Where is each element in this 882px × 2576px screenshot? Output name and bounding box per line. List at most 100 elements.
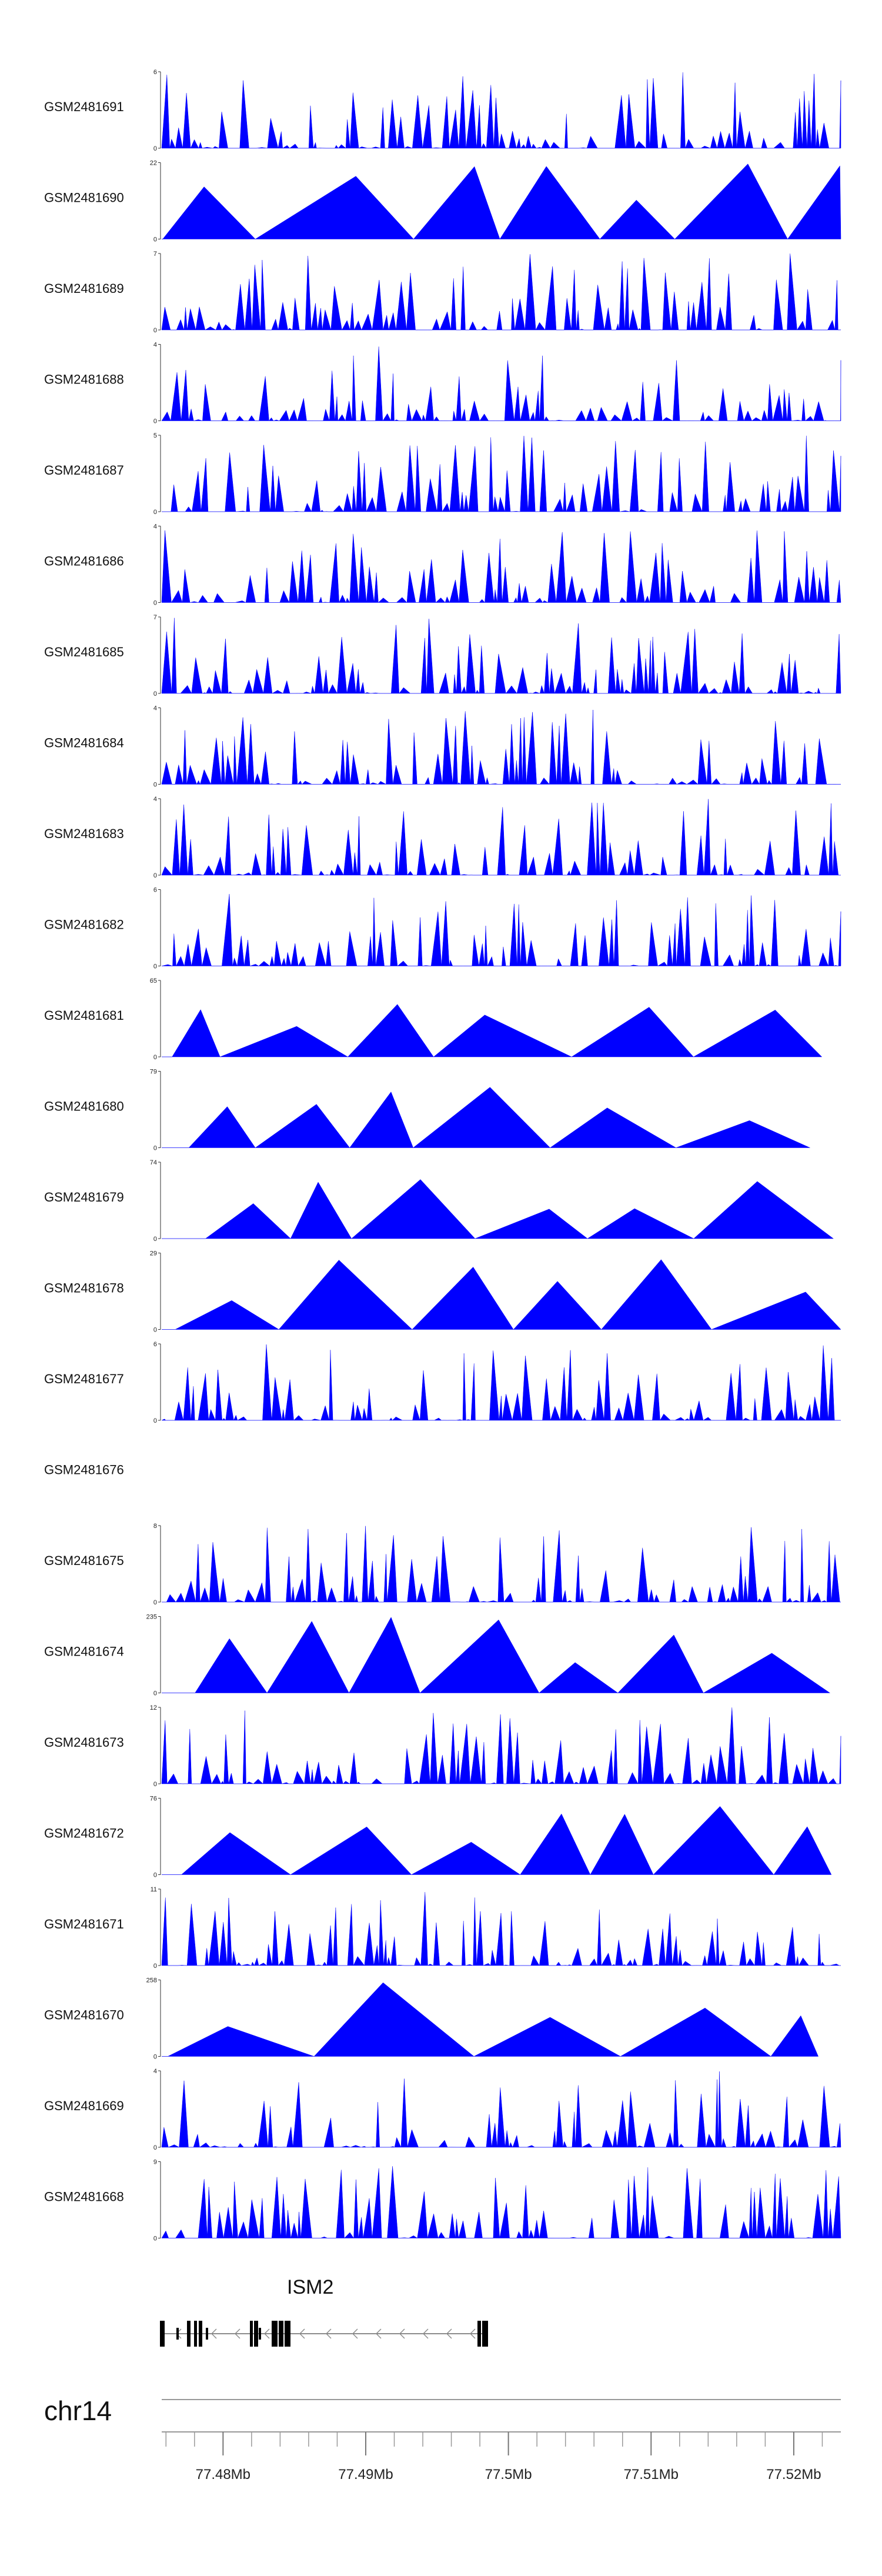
track-label: GSM2481671 [44,1917,124,1931]
y-min-label: 0 [153,1145,157,1152]
coverage-area [161,1344,841,1421]
coverage-area [162,163,841,240]
track-GSM2481691: GSM2481691 6 0 [44,69,841,152]
y-max-label: 6 [153,887,157,894]
track-label: GSM2481685 [44,645,124,659]
y-min-label: 0 [153,1054,157,1061]
y-min-label: 0 [153,236,157,243]
chromosome-axis: chr14 77.48Mb 77.49Mb 77.5Mb 77.51Mb 77.52Mb [44,2395,841,2482]
track-label: GSM2481668 [44,2190,124,2204]
strand-chevron [299,2328,305,2339]
track-label: GSM2481670 [44,2008,124,2023]
coverage-tracks: GSM248169160GSM2481690220GSM248168970GSM… [44,69,841,2243]
track-label: GSM2481686 [44,554,124,569]
track-GSM2481686: GSM2481686 4 0 [44,523,841,607]
track-label: GSM2481677 [44,1372,124,1386]
track-label: GSM2481682 [44,917,124,932]
track-GSM2481676: GSM2481676 [44,1463,124,1477]
track-label: GSM2481680 [44,1099,124,1114]
track-GSM2481673: GSM2481673 12 0 [44,1704,841,1788]
coverage-area [161,530,841,603]
track-label: GSM2481691 [44,99,124,114]
coverage-area [162,1087,810,1148]
strand-chevron [235,2328,240,2339]
track-GSM2481689: GSM2481689 7 0 [44,251,841,334]
strand-chevron [423,2328,429,2339]
coverage-area [161,1892,841,1966]
y-max-label: 74 [150,1159,157,1166]
track-GSM2481672: GSM2481672 76 0 [44,1796,832,1879]
y-max-label: 6 [153,1341,157,1348]
y-min-label: 0 [153,690,157,698]
y-min-label: 0 [153,1236,157,1243]
coverage-area [162,1179,834,1239]
axis-tick-label: 77.51Mb [624,2467,679,2482]
track-label: GSM2481678 [44,1281,124,1296]
track-label: GSM2481679 [44,1190,124,1204]
strand-chevron [352,2328,358,2339]
y-max-label: 258 [146,1977,157,1984]
y-min-label: 0 [153,2144,157,2151]
coverage-area [161,618,841,694]
coverage-area [161,894,841,967]
track-label: GSM2481684 [44,736,124,750]
y-max-label: 76 [150,1796,157,1803]
y-min-label: 0 [153,1417,157,1424]
y-max-label: 9 [153,2159,157,2166]
y-max-label: 235 [146,1614,157,1621]
track-label: GSM2481683 [44,826,124,841]
axis-tick-label: 77.49Mb [338,2467,393,2482]
track-GSM2481674: GSM2481674 235 0 [44,1614,831,1697]
strand-chevron [446,2328,452,2339]
y-max-label: 4 [153,705,157,712]
chromosome-label: chr14 [44,2395,112,2426]
gene-exon [187,2321,191,2347]
track-label: GSM2481673 [44,1735,124,1750]
y-min-label: 0 [153,2054,157,2061]
strand-chevron [264,2328,270,2339]
gene-utr [176,2328,179,2340]
gene-utr [259,2328,261,2340]
track-GSM2481668: GSM2481668 9 0 [44,2159,841,2243]
coverage-area [161,1707,841,1784]
coverage-area [162,1806,832,1876]
track-GSM2481675: GSM2481675 8 0 [44,1523,841,1606]
y-min-label: 0 [153,418,157,425]
gene-exon [272,2321,278,2347]
coverage-area [162,1982,818,2057]
y-max-label: 12 [150,1704,157,1711]
y-min-label: 0 [153,327,157,334]
track-GSM2481669: GSM2481669 4 0 [44,2068,841,2151]
y-min-label: 0 [153,963,157,970]
track-label: GSM2481690 [44,191,124,205]
coverage-area [161,709,841,785]
coverage-area [161,2166,841,2239]
y-max-label: 11 [151,1886,157,1893]
track-label: GSM2481676 [44,1463,124,1477]
coverage-area [161,72,841,149]
coverage-area [161,253,841,331]
strand-chevron [470,2328,476,2339]
axis-tick-label: 77.5Mb [485,2467,532,2482]
y-max-label: 5 [153,432,157,439]
y-max-label: 79 [150,1069,157,1076]
coverage-area [161,799,841,876]
y-min-label: 0 [153,600,157,607]
gene-exon [482,2321,488,2347]
y-max-label: 29 [150,1250,157,1257]
track-GSM2481688: GSM2481688 4 0 [44,342,841,425]
track-GSM2481678: GSM2481678 29 0 [44,1250,841,1334]
strand-chevron [326,2328,332,2339]
gene-track: ISM2 [160,2276,488,2347]
coverage-area [162,1004,823,1057]
y-min-label: 0 [153,145,157,152]
y-max-label: 4 [153,796,157,803]
y-max-label: 7 [153,614,157,621]
coverage-area [162,1259,841,1330]
track-GSM2481671: GSM2481671 11 0 [44,1886,841,1970]
track-GSM2481684: GSM2481684 4 0 [44,705,841,789]
track-GSM2481690: GSM2481690 22 0 [44,160,841,243]
track-GSM2481670: GSM2481670 258 0 [44,1977,818,2061]
strand-chevron [211,2328,217,2339]
